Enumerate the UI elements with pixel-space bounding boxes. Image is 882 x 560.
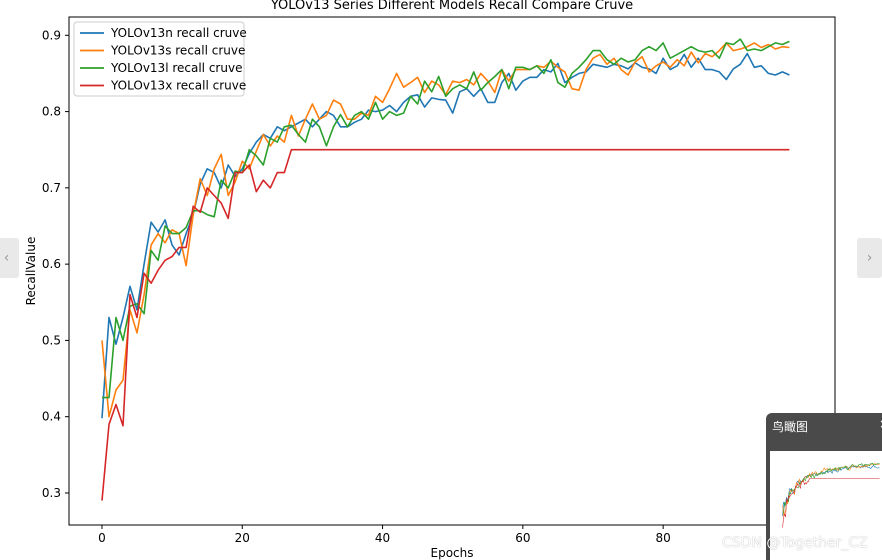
x-axis-label: Epochs: [431, 546, 474, 560]
x-tick-label: 80: [656, 531, 671, 545]
legend-box: [73, 21, 245, 97]
series-line-2: [101, 42, 790, 418]
series-line-3: [102, 38, 790, 399]
legend-label-3: YOLOv13l recall cruve: [110, 61, 242, 75]
next-image-button[interactable]: ›: [857, 238, 882, 278]
y-tick-label: 0.9: [42, 28, 61, 42]
series-line-1: [101, 52, 790, 419]
series-line-4: [101, 148, 790, 501]
chevron-left-icon: ‹: [3, 250, 10, 266]
legend-label-4: YOLOv13x recall cruve: [110, 79, 246, 93]
minimap-title: 鸟瞰图: [772, 420, 809, 434]
y-tick-label: 0.5: [42, 333, 61, 347]
y-tick-label: 0.4: [42, 410, 61, 424]
y-tick-label: 0.8: [42, 105, 61, 119]
y-tick-label: 0.3: [42, 486, 61, 500]
legend: YOLOv13n recall cruve YOLOv13s recall cru…: [73, 21, 247, 97]
minimap-series-line-1: [782, 464, 880, 517]
chevron-right-icon: ›: [866, 250, 873, 266]
chart-title: YOLOv13 Series Different Models Recall C…: [270, 0, 633, 13]
legend-label-2: YOLOv13s recall cruve: [110, 44, 245, 58]
x-tick-label: 20: [235, 531, 250, 545]
x-tick-label: 0: [98, 531, 106, 545]
x-tick-label: 60: [515, 531, 530, 545]
legend-label-1: YOLOv13n recall cruve: [110, 26, 247, 40]
plot-frame: [68, 16, 836, 526]
minimap-thumbnail[interactable]: [770, 451, 882, 560]
minimap-close-icon[interactable]: ×: [879, 417, 882, 431]
watermark: CSDN @Together_CZ: [722, 535, 868, 551]
x-tick-label: 40: [375, 531, 390, 545]
y-tick-label: 0.7: [42, 181, 61, 195]
minimap-series-line-4: [782, 478, 880, 528]
y-tick-label: 0.6: [42, 257, 61, 271]
minimap-panel[interactable]: 鸟瞰图 ×: [766, 413, 882, 560]
minimap-series-line-3: [782, 462, 880, 514]
previous-image-button[interactable]: ‹: [0, 238, 19, 278]
y-axis-label: RecallValue: [24, 237, 38, 306]
